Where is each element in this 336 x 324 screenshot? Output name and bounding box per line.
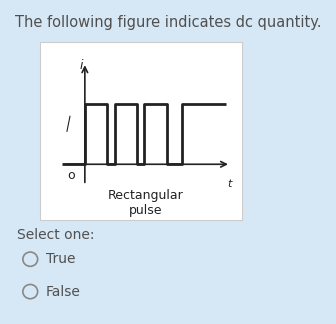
Text: Select one:: Select one: [17,228,94,242]
FancyBboxPatch shape [40,42,242,220]
Text: The following figure indicates dc quantity.: The following figure indicates dc quanti… [15,15,321,29]
Text: False: False [46,284,81,299]
Text: o: o [68,169,75,182]
Text: True: True [46,252,76,266]
Text: i: i [79,59,83,72]
Text: Rectangular
pulse: Rectangular pulse [107,189,183,217]
Text: t: t [227,179,232,189]
